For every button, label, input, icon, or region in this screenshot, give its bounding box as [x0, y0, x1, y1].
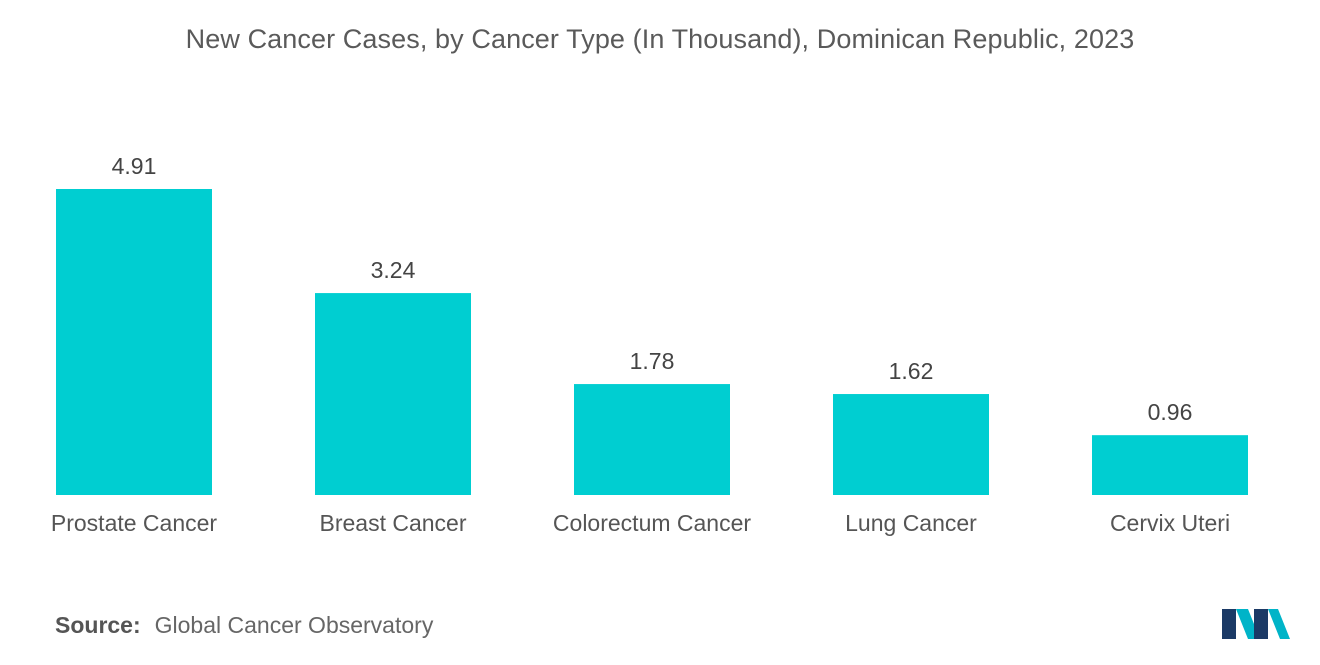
source-note: Source: Global Cancer Observatory — [55, 612, 433, 639]
bar-cervix-uteri — [1092, 435, 1248, 495]
bar-prostate-cancer — [56, 189, 212, 495]
logo-shape-mid — [1254, 609, 1268, 639]
logo-shape-left — [1222, 609, 1236, 639]
bar-breast-cancer — [315, 293, 471, 495]
category-label: Breast Cancer — [319, 510, 466, 536]
bar-lung-cancer — [833, 394, 989, 495]
chart-title: New Cancer Cases, by Cancer Type (In Tho… — [185, 24, 1135, 54]
bar-colorectum-cancer — [574, 384, 730, 495]
source-text: Global Cancer Observatory — [154, 612, 434, 638]
category-label: Colorectum Cancer — [553, 510, 751, 536]
category-label: Prostate Cancer — [51, 510, 218, 536]
category-label: Lung Cancer — [845, 510, 977, 536]
source-label: Source: — [55, 612, 141, 638]
logo-shape-diag2 — [1268, 609, 1290, 639]
mordor-intelligence-logo-icon — [1222, 609, 1290, 639]
data-label: 1.62 — [889, 358, 934, 384]
data-label: 1.78 — [630, 348, 675, 374]
bar-chart: 4.91 Prostate Cancer 3.24 Breast Cancer 1.78… — [51, 153, 1248, 536]
category-label: Cervix Uteri — [1110, 510, 1230, 536]
data-label: 4.91 — [112, 153, 157, 179]
data-label: 0.96 — [1148, 399, 1193, 425]
data-label: 3.24 — [371, 257, 416, 283]
